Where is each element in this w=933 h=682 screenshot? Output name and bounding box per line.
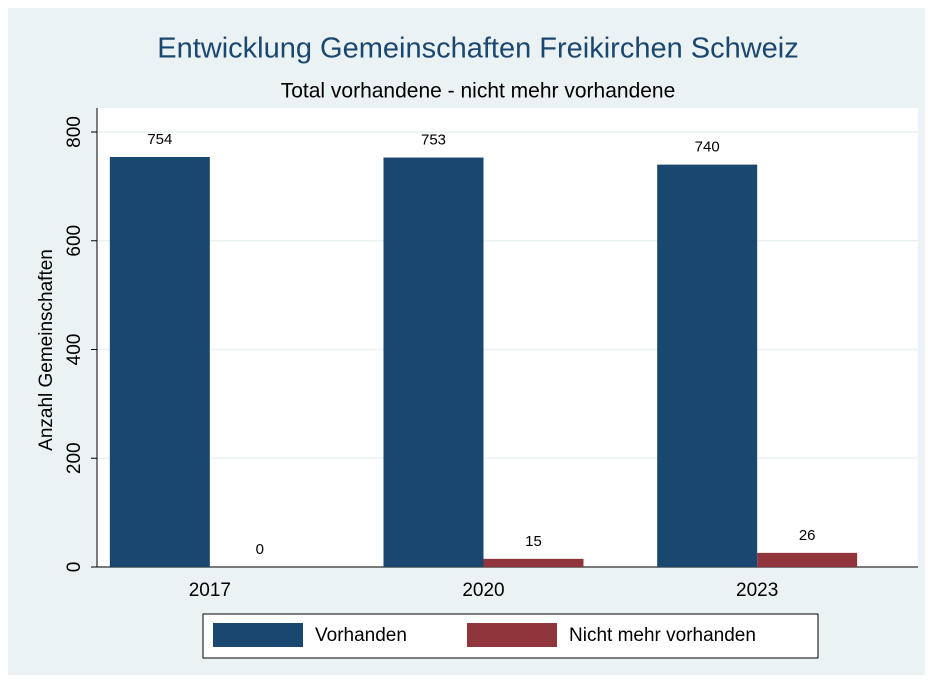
data-label: 15 xyxy=(525,533,542,550)
data-label: 753 xyxy=(421,132,446,149)
x-tick-label: 2017 xyxy=(189,580,231,601)
y-tick-label: 400 xyxy=(64,334,85,366)
legend-swatch xyxy=(213,623,303,647)
x-tick-label: 2023 xyxy=(736,580,778,601)
y-tick-label: 0 xyxy=(64,562,85,573)
plot-area xyxy=(97,108,918,567)
legend-swatch xyxy=(467,623,557,647)
y-tick-label: 800 xyxy=(64,116,85,148)
chart-title: Entwicklung Gemeinschaften Freikirchen S… xyxy=(157,33,799,65)
data-label: 0 xyxy=(256,541,264,558)
legend-label: Vorhanden xyxy=(315,625,407,646)
bar xyxy=(109,157,210,567)
bar xyxy=(483,558,584,567)
x-tick-label: 2020 xyxy=(462,580,504,601)
legend-label: Nicht mehr vorhanden xyxy=(569,625,756,646)
data-label: 740 xyxy=(695,139,720,156)
bar xyxy=(657,164,758,567)
bar xyxy=(757,552,858,567)
chart-subtitle: Total vorhandene - nicht mehr vorhandene xyxy=(281,80,676,103)
y-tick-label: 600 xyxy=(64,225,85,257)
y-tick-label: 200 xyxy=(64,442,85,474)
data-label: 26 xyxy=(799,527,816,544)
bar xyxy=(383,157,484,567)
y-axis-label: Anzahl Gemeinschaften xyxy=(36,249,57,451)
data-label: 754 xyxy=(147,131,172,148)
